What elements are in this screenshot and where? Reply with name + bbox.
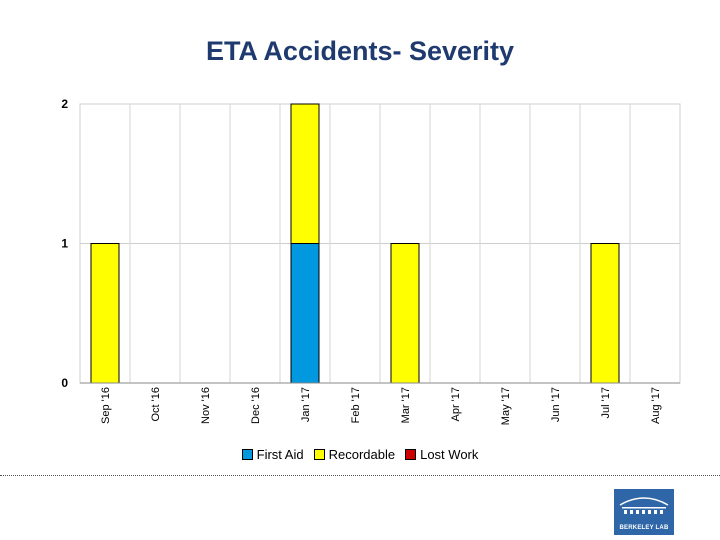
legend-swatch-recordable <box>313 449 325 460</box>
bar <box>290 103 320 244</box>
bar <box>290 243 320 384</box>
x-tick-label: Jun '17 <box>550 387 562 422</box>
severity-chart: 0 1 2 Sep '16 Oct '16 Nov '16 Dec '16 Jan '17 Fe… <box>61 97 681 425</box>
bar <box>390 243 420 384</box>
legend-item-first-aid: First Aid <box>241 447 304 462</box>
berkeley-lab-logo: BERKELEY LAB <box>614 489 674 535</box>
y-tick-label: 1 <box>61 237 68 251</box>
legend-item-lost-work: Lost Work <box>405 447 478 462</box>
legend-item-recordable: Recordable <box>313 447 396 462</box>
building-icon <box>619 497 669 514</box>
x-tick-label: Jan '17 <box>300 387 312 422</box>
legend-label-recordable: Recordable <box>328 447 396 462</box>
x-tick-label: Mar '17 <box>400 387 412 423</box>
x-tick-label: Feb '17 <box>350 387 362 423</box>
chart-legend: First Aid Recordable Lost Work <box>0 447 720 462</box>
x-tick-label: Nov '16 <box>200 387 212 424</box>
chart-title: ETA Accidents- Severity <box>205 36 515 66</box>
x-tick-label: Oct '16 <box>150 387 162 422</box>
legend-swatch-first-aid <box>241 449 253 460</box>
x-tick-label: Apr '17 <box>450 387 462 422</box>
bar <box>590 243 620 384</box>
x-tick-label: Sep '16 <box>100 387 112 424</box>
x-tick-label: Aug '17 <box>650 387 662 424</box>
x-tick-label: Dec '16 <box>250 387 262 424</box>
x-tick-label: May '17 <box>500 387 512 425</box>
x-tick-label: Jul '17 <box>600 387 612 418</box>
bar <box>90 243 120 384</box>
y-tick-label: 2 <box>61 97 68 111</box>
y-tick-label: 0 <box>61 376 68 390</box>
legend-swatch-lost-work <box>405 449 417 460</box>
legend-label-first-aid: First Aid <box>256 447 304 462</box>
logo-text: BERKELEY LAB <box>619 525 669 531</box>
footer-divider <box>0 475 720 476</box>
legend-label-lost-work: Lost Work <box>420 447 479 462</box>
